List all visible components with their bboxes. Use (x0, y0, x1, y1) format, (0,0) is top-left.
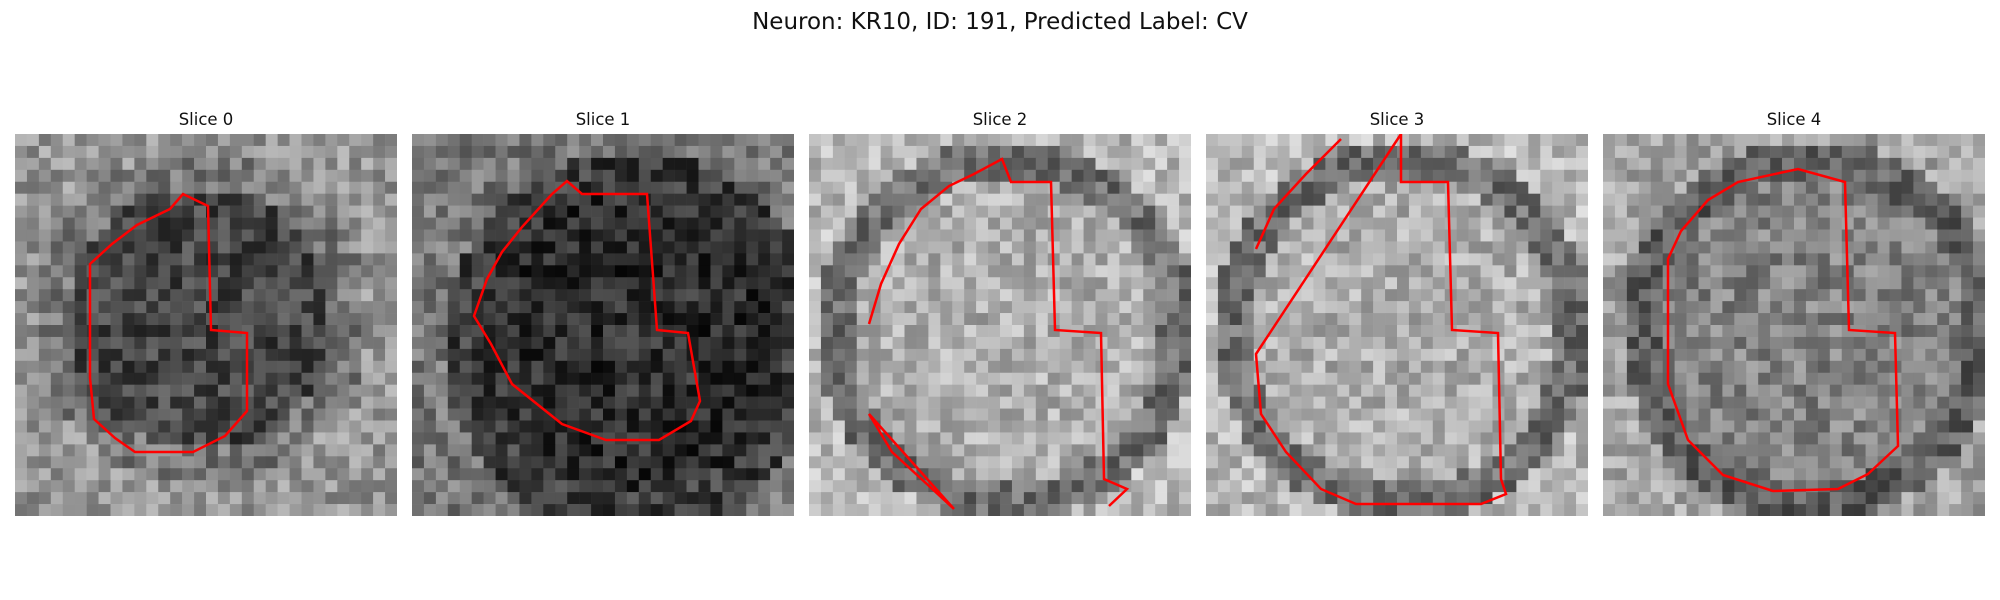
slice-title: Slice 2 (972, 110, 1028, 129)
slice-image-3 (1206, 134, 1588, 516)
segmentation-contour (1254, 134, 1508, 506)
slice-panel-4: Slice 4 (1603, 110, 1985, 516)
slice-panel-1: Slice 1 (412, 110, 794, 516)
segmentation-contour (867, 157, 1130, 510)
slice-title: Slice 4 (1766, 110, 1822, 129)
slice-image-2 (809, 134, 1191, 516)
figure-title: Neuron: KR10, ID: 191, Predicted Label: … (752, 9, 1248, 35)
segmentation-contour (472, 179, 702, 442)
slice-image-0 (15, 134, 397, 516)
slice-title: Slice 0 (178, 110, 234, 129)
slice-image-1 (412, 134, 794, 516)
slice-title: Slice 1 (575, 110, 631, 129)
segmentation-contour (88, 192, 249, 454)
slice-title: Slice 3 (1369, 110, 1425, 129)
segmentation-contour (1666, 167, 1900, 493)
slice-panel-3: Slice 3 (1206, 110, 1588, 516)
slice-image-4 (1603, 134, 1985, 516)
slice-panel-0: Slice 0 (15, 110, 397, 516)
slice-panel-2: Slice 2 (809, 110, 1191, 516)
